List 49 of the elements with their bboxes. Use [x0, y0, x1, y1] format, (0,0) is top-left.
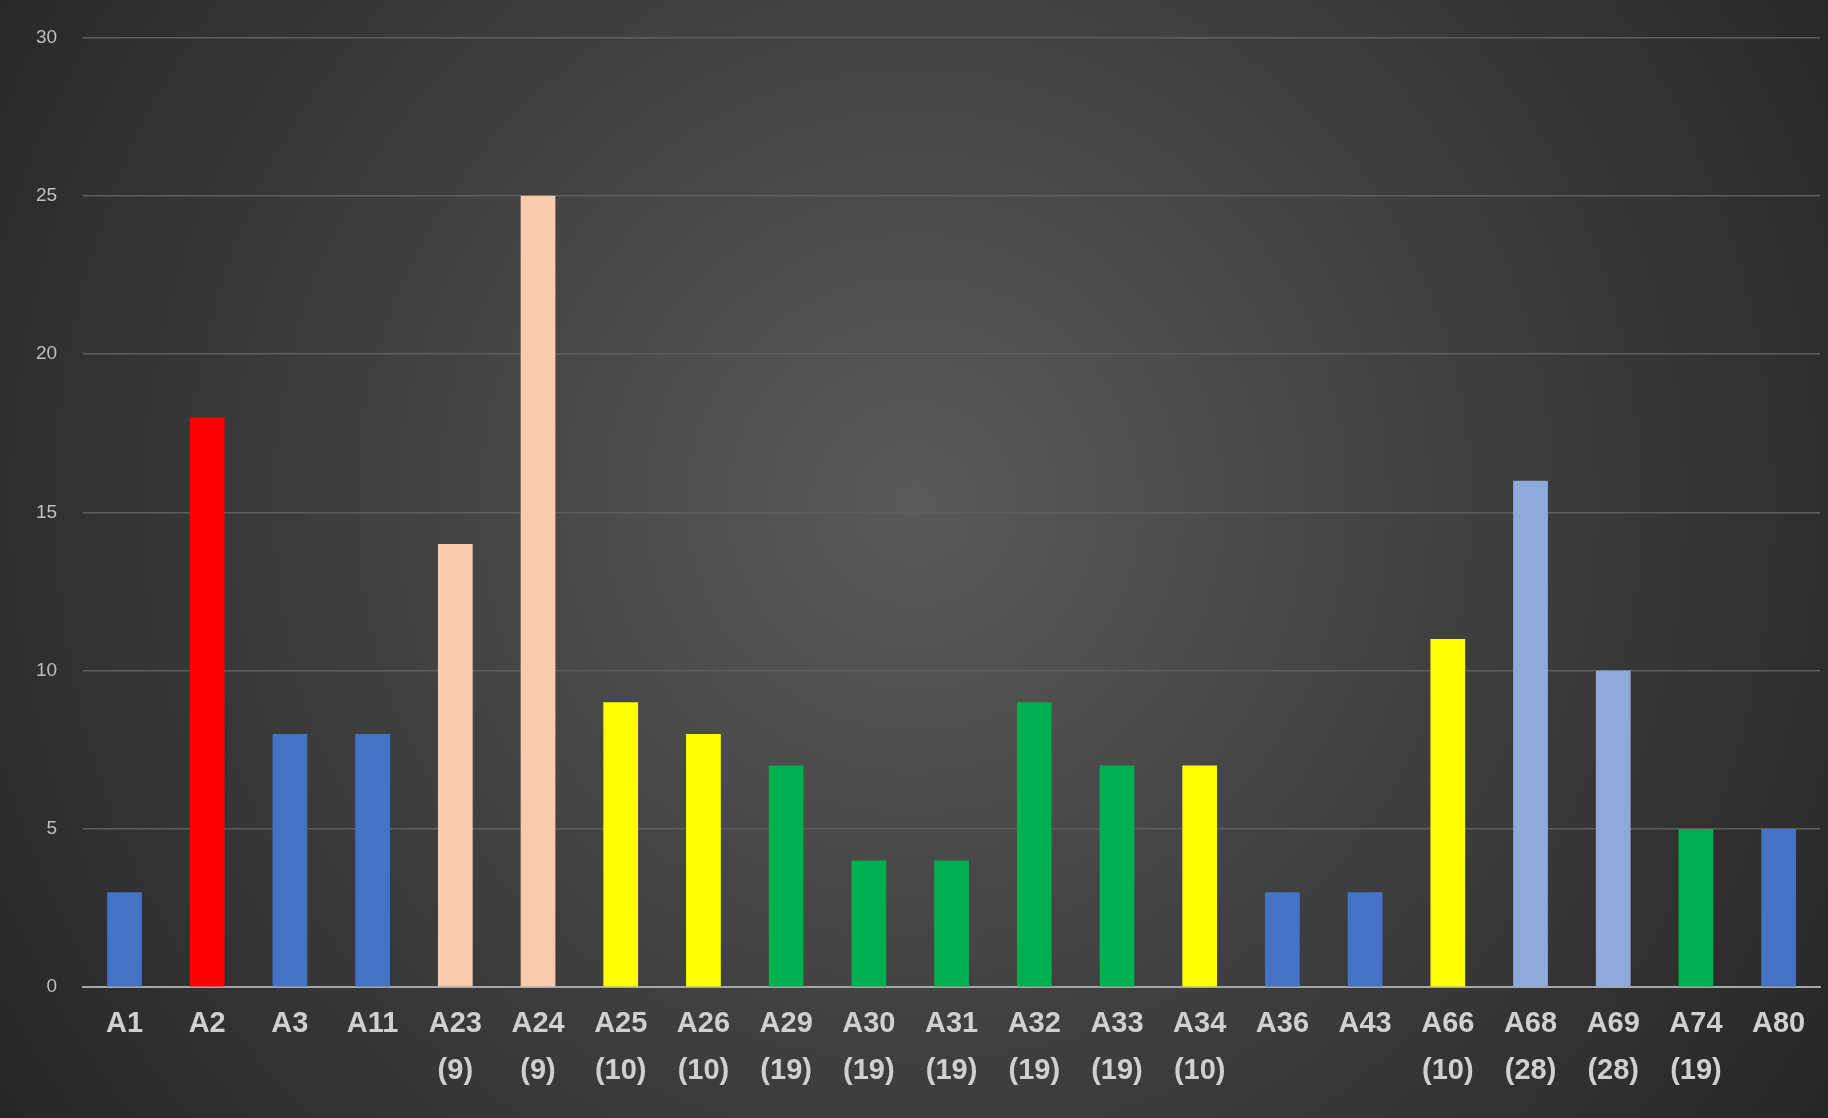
bar: [1099, 765, 1135, 987]
y-tick-label: 10: [35, 658, 58, 680]
bar: [1761, 828, 1797, 987]
bar: [1265, 892, 1300, 987]
bar: [1182, 765, 1218, 987]
y-tick-label: 25: [35, 183, 58, 205]
x-tick-label: A24 (9): [511, 1006, 565, 1085]
bar: [355, 733, 390, 987]
x-tick-label: A69 (28): [1586, 1006, 1640, 1085]
x-tick-label: A32 (19): [1007, 1006, 1061, 1085]
x-tick-label: A36: [1255, 1006, 1309, 1039]
x-tick-label: A1: [105, 1006, 144, 1039]
x-tick-label: A26 (10): [676, 1006, 731, 1085]
x-tick-label: A29 (19): [759, 1006, 813, 1085]
x-tick-label: A31 (19): [924, 1006, 979, 1085]
y-tick-label: 15: [35, 500, 58, 522]
bar: [1595, 670, 1631, 987]
x-tick-label: A2: [188, 1006, 226, 1039]
x-tick-label: A11: [346, 1006, 399, 1039]
x-tick-label: A3: [271, 1006, 309, 1039]
x-tick-label: A33 (19): [1090, 1006, 1144, 1085]
y-tick-label: 20: [35, 342, 58, 364]
y-tick-label: 5: [46, 817, 58, 839]
x-tick-label: A66 (10): [1421, 1006, 1475, 1085]
bar: [934, 860, 969, 987]
x-tick-label: A74 (19): [1669, 1006, 1723, 1085]
x-tick-label: A68 (28): [1503, 1006, 1558, 1085]
bar: [1016, 702, 1052, 987]
x-tick-label: A43: [1338, 1006, 1392, 1039]
bar: [1678, 828, 1714, 987]
x-tick-label: A23 (9): [428, 1006, 482, 1085]
x-tick-label: A80: [1752, 1006, 1806, 1039]
x-tick-label: A34 (10): [1173, 1006, 1227, 1085]
bar: [1347, 892, 1383, 987]
x-tick-label: A30 (19): [842, 1006, 896, 1085]
bar: [768, 765, 804, 987]
x-tick-label: A25 (10): [594, 1006, 648, 1085]
bar: [603, 702, 639, 987]
y-tick-label: 0: [46, 975, 58, 997]
bar: [686, 733, 721, 987]
y-tick-label: 30: [35, 25, 58, 47]
bar: [189, 417, 225, 987]
bar: [1430, 638, 1466, 987]
bar: [272, 733, 308, 987]
bar: [1513, 480, 1548, 987]
bar: [851, 860, 887, 987]
bar: [520, 195, 556, 987]
bar: [437, 543, 473, 987]
bar: [107, 892, 142, 987]
